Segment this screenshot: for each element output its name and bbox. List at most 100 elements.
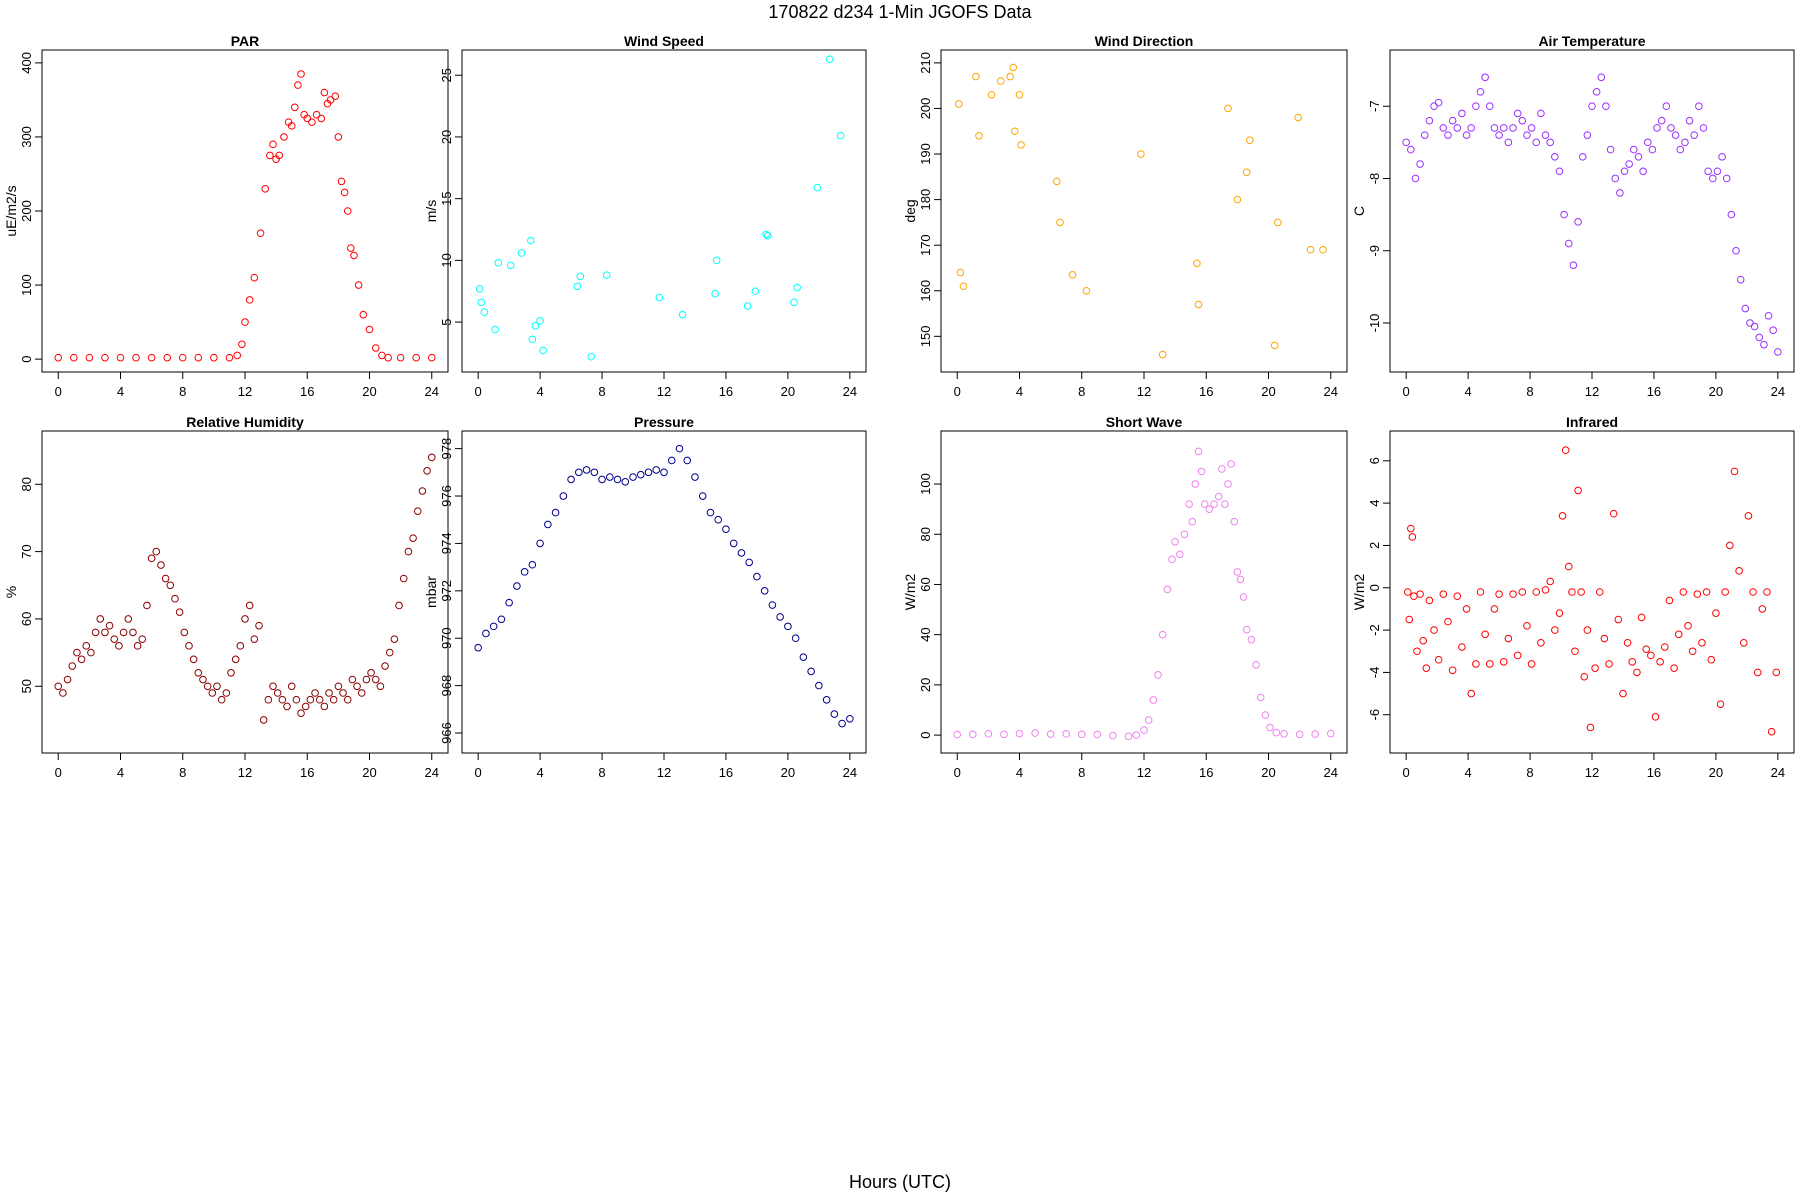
- data-point: [303, 114, 312, 123]
- x-tick-label-relative-humidity: 8: [179, 765, 186, 780]
- x-tick-label-wind-speed: 16: [719, 384, 733, 399]
- data-point: [743, 302, 752, 310]
- data-point: [1205, 505, 1214, 513]
- x-tick-label-relative-humidity: 16: [300, 765, 314, 780]
- x-tick-label-par: 24: [425, 384, 439, 399]
- data-point: [1537, 109, 1545, 118]
- data-point: [1684, 622, 1692, 630]
- data-point: [1272, 728, 1281, 737]
- data-point: [1653, 124, 1661, 132]
- data-point: [1194, 300, 1203, 309]
- data-point: [236, 642, 245, 650]
- data-point: [1193, 259, 1201, 268]
- data-point: [427, 453, 436, 462]
- data-point: [189, 655, 198, 664]
- data-point: [1000, 730, 1008, 739]
- data-point: [1671, 131, 1680, 139]
- data-point: [124, 615, 133, 623]
- data-point: [367, 668, 375, 677]
- panel-title-wind-direction: Wind Direction: [1095, 33, 1194, 49]
- data-point: [997, 77, 1005, 85]
- data-point: [520, 568, 529, 576]
- y-tick-label-short-wave: 100: [918, 473, 933, 495]
- data-point: [404, 547, 413, 556]
- data-point: [602, 271, 611, 279]
- data-point: [1569, 261, 1578, 269]
- data-point: [1712, 609, 1720, 617]
- data-point: [194, 668, 203, 677]
- x-tick-label-wind-speed: 20: [781, 384, 795, 399]
- data-point: [1227, 460, 1235, 468]
- data-point: [82, 642, 91, 650]
- y-tick-label-pressure: 976: [439, 485, 454, 507]
- data-point: [1407, 524, 1415, 533]
- data-point: [1191, 480, 1200, 488]
- x-tick-label-pressure: 12: [657, 765, 671, 780]
- data-point: [1430, 626, 1438, 634]
- data-point: [1233, 195, 1242, 204]
- data-point: [1772, 668, 1781, 677]
- data-point: [347, 244, 355, 252]
- x-tick-label-air-temperature: 20: [1709, 384, 1723, 399]
- data-point: [551, 508, 560, 517]
- figure-title: 170822 d234 1-Min JGOFS Data: [768, 2, 1032, 22]
- data-point: [706, 508, 715, 517]
- data-point: [68, 662, 77, 670]
- data-point: [793, 283, 801, 292]
- data-point: [644, 468, 653, 477]
- y-tick-label-wind-speed: 15: [439, 191, 454, 205]
- data-point: [1718, 153, 1726, 161]
- data-point: [1434, 655, 1443, 664]
- data-point: [1425, 116, 1434, 125]
- data-point: [1611, 174, 1620, 183]
- data-point: [245, 296, 254, 304]
- data-point: [1716, 700, 1725, 708]
- data-point: [1546, 138, 1554, 147]
- data-point: [762, 230, 771, 239]
- data-point: [376, 682, 385, 691]
- data-point: [1561, 446, 1570, 455]
- data-point: [105, 621, 114, 630]
- data-point: [250, 635, 259, 643]
- data-points-wind-speed: [475, 55, 845, 361]
- data-point: [1137, 150, 1145, 158]
- data-point: [238, 340, 246, 349]
- data-point: [1574, 218, 1582, 226]
- data-point: [320, 702, 329, 711]
- y-tick-label-infrared: -2: [1367, 624, 1382, 636]
- data-point: [1306, 245, 1315, 254]
- data-point: [1578, 153, 1587, 161]
- data-point: [491, 325, 499, 334]
- data-point: [1614, 615, 1623, 624]
- y-tick-label-wind-speed: 5: [439, 318, 454, 325]
- data-point: [1221, 500, 1229, 508]
- x-tick-label-wind-speed: 24: [843, 384, 857, 399]
- data-point: [297, 709, 305, 717]
- data-point: [1597, 73, 1606, 82]
- data-point: [590, 468, 599, 477]
- data-point: [1233, 568, 1242, 576]
- data-point: [1467, 124, 1476, 132]
- data-point: [166, 581, 175, 590]
- data-point: [711, 289, 719, 298]
- data-point: [1637, 613, 1646, 622]
- data-point: [975, 132, 983, 140]
- data-point: [482, 629, 490, 638]
- data-point: [1623, 638, 1632, 647]
- panel-title-par: PAR: [231, 33, 260, 49]
- data-point: [371, 675, 380, 684]
- data-point: [180, 628, 189, 637]
- data-point: [1583, 131, 1592, 139]
- data-point: [1670, 664, 1678, 672]
- data-point: [343, 207, 352, 215]
- data-point: [712, 256, 721, 265]
- data-point: [745, 558, 753, 567]
- data-point: [1224, 104, 1232, 113]
- data-point: [675, 444, 684, 453]
- data-point: [776, 613, 784, 621]
- data-point: [334, 682, 343, 691]
- data-point: [1690, 131, 1699, 139]
- x-tick-label-par: 12: [238, 384, 252, 399]
